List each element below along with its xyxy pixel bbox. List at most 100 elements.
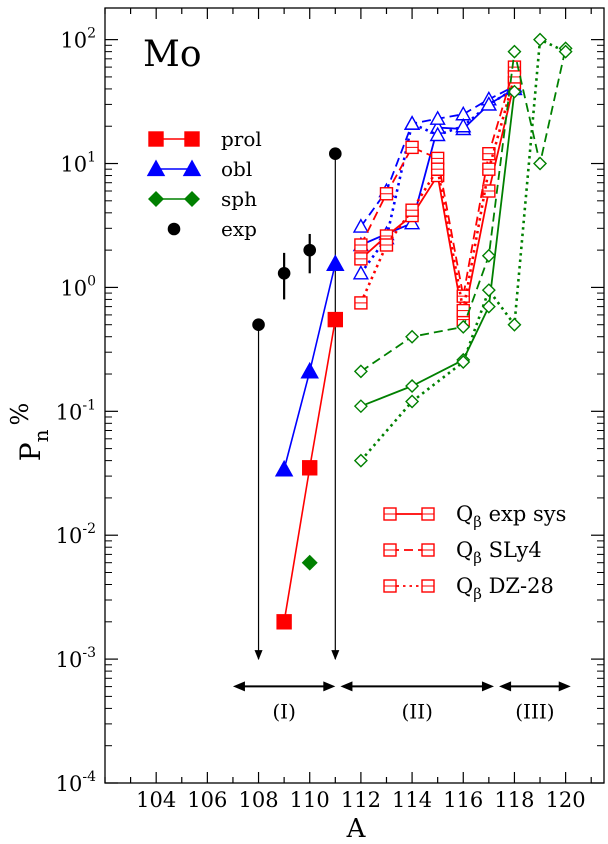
series-filled-point	[274, 459, 294, 477]
legend-label: prol	[221, 127, 262, 151]
region-arrowhead-left	[232, 681, 245, 692]
series-open-point	[456, 355, 471, 370]
legend-label: Qβ DZ-28	[456, 574, 554, 603]
series-open-point	[533, 32, 548, 47]
x-axis-label: A	[346, 814, 367, 844]
y-axis-label-main: P	[14, 442, 47, 461]
x-tick-label: 116	[443, 788, 483, 812]
series-open-point	[352, 218, 369, 233]
series-open-point	[353, 364, 368, 379]
x-tick-label: 110	[290, 788, 330, 812]
region-label: (II)	[401, 699, 432, 723]
legend-marker	[182, 159, 202, 177]
legend-label-suffix: SLy4	[482, 538, 542, 562]
series-open-point	[507, 44, 522, 59]
x-tick-label: 114	[392, 788, 432, 812]
x-tick-label: 118	[494, 788, 534, 812]
legend-label-suffix: DZ-28	[482, 574, 554, 598]
series-filled-point	[326, 254, 345, 271]
y-tick-exponent: -4	[82, 769, 96, 785]
legend-label: exp	[221, 217, 257, 241]
series-open-point	[403, 115, 421, 130]
legend-label-sub: β	[473, 549, 482, 567]
legend-marker	[146, 159, 166, 177]
series-open-point	[353, 453, 368, 468]
y-tick-base: 10	[60, 29, 87, 53]
exp-point	[329, 147, 342, 161]
series-open-point	[481, 299, 496, 314]
legend-marker	[148, 131, 164, 147]
regions-layer: (I) (II) (III)	[232, 681, 571, 723]
legend-marker	[184, 131, 200, 147]
y-tick-base: 10	[56, 524, 83, 548]
y-tick-label: 10-2	[56, 521, 96, 548]
region-arrowhead-left	[499, 681, 512, 692]
series-open-point	[352, 264, 369, 280]
series-filled-point	[300, 361, 319, 379]
series-open-point	[455, 105, 472, 121]
y-axis-label-sub: n	[29, 429, 53, 442]
series-open-point	[405, 379, 420, 394]
x-tick-label: 104	[136, 788, 176, 812]
exp-point	[303, 243, 317, 257]
x-tick-label: 112	[341, 788, 381, 812]
region-arrowhead-right	[323, 681, 336, 692]
series-filled-point	[276, 614, 292, 630]
x-axis: 104 106 108 110 112 114 116 118 120	[104, 8, 592, 812]
exp-point	[252, 318, 265, 332]
legend-label-q: Q	[456, 538, 473, 562]
y-tick-label: 10-3	[56, 645, 96, 672]
series-filled-point	[327, 311, 344, 328]
data-layer	[252, 32, 573, 661]
y-axis-label-suffix: %	[6, 403, 34, 426]
legend-label-q: Q	[456, 574, 473, 598]
legend-label-sub: β	[473, 585, 482, 603]
series-open-point	[403, 214, 421, 230]
legend-label: Qβ exp sys	[456, 502, 566, 531]
series-filled-point	[301, 554, 318, 571]
chart-title: Mo	[143, 34, 202, 75]
x-tick-label: 106	[187, 788, 227, 812]
series-open-point	[481, 248, 496, 263]
y-tick-base: 10	[60, 153, 87, 177]
exp-point	[277, 267, 291, 280]
legend-marker	[148, 191, 164, 207]
series-open-point	[455, 117, 472, 133]
series-open-point	[405, 394, 420, 409]
y-tick-exponent: 1	[87, 150, 96, 166]
y-tick-base: 10	[56, 772, 83, 796]
y-tick-exponent: 0	[87, 273, 96, 289]
x-tick-label: 120	[546, 788, 586, 812]
plot-frame	[104, 7, 605, 784]
y-tick-base: 10	[60, 276, 87, 300]
region-label: (III)	[515, 699, 554, 723]
series-open-point	[429, 110, 446, 125]
legend-marker	[184, 191, 200, 207]
series-open-point	[456, 319, 471, 334]
series-open-point	[533, 156, 548, 171]
y-tick-exponent: -3	[82, 645, 96, 661]
series-open-point	[507, 317, 522, 332]
y-tick-exponent: -1	[82, 397, 96, 413]
legend-label-q: Q	[456, 502, 473, 526]
series-open-point	[405, 329, 420, 344]
legend-label-suffix: exp sys	[482, 502, 566, 526]
region-label: (I)	[272, 699, 296, 723]
y-tick-exponent: -2	[82, 521, 96, 537]
series-filled-point	[302, 460, 318, 476]
legend-label-sub: β	[473, 513, 482, 531]
legend-label: obl	[221, 157, 252, 181]
y-tick-base: 10	[56, 400, 83, 424]
legend-label: Qβ SLy4	[456, 538, 542, 567]
series-open-point	[429, 126, 446, 142]
y-tick-label: 10-4	[56, 769, 96, 796]
series-open-point	[480, 96, 497, 111]
y-tick-label: 101	[60, 150, 96, 177]
region-arrowhead-right	[558, 681, 571, 692]
legend-top: prol obl sph exp	[146, 127, 262, 241]
y-tick-label: 102	[60, 26, 96, 53]
legend-marker	[167, 222, 181, 236]
x-tick-label: 108	[238, 788, 278, 812]
